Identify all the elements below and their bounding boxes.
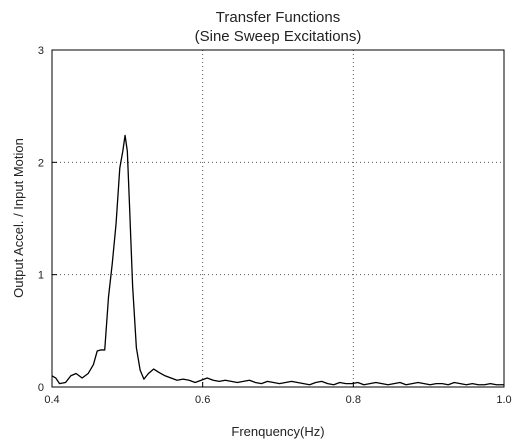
x-tick-label: 0.6 [195,394,210,406]
y-tick-label: 1 [38,270,44,282]
x-tick-label: 0.8 [346,394,361,406]
x-axis-ticks: 0.4 0.6 0.8 1.0 [44,382,512,406]
y-tick-label: 3 [38,45,44,57]
x-tick-label: 1.0 [496,394,511,406]
transfer-function-line [51,134,504,386]
chart-title: Transfer Functions [216,9,341,26]
y-axis-label: Output Accel. / Input Motion [11,138,26,298]
y-tick-label: 2 [38,157,44,169]
plot-frame [51,49,505,388]
x-axis-label: Frenquency(Hz) [231,424,324,439]
y-axis-ticks: 0 1 2 3 [38,45,57,394]
x-tick-label: 0.4 [44,394,59,406]
y-tick-label: 0 [38,382,44,394]
chart-subtitle: (Sine Sweep Excitations) [195,28,362,45]
grid-lines [52,50,504,387]
